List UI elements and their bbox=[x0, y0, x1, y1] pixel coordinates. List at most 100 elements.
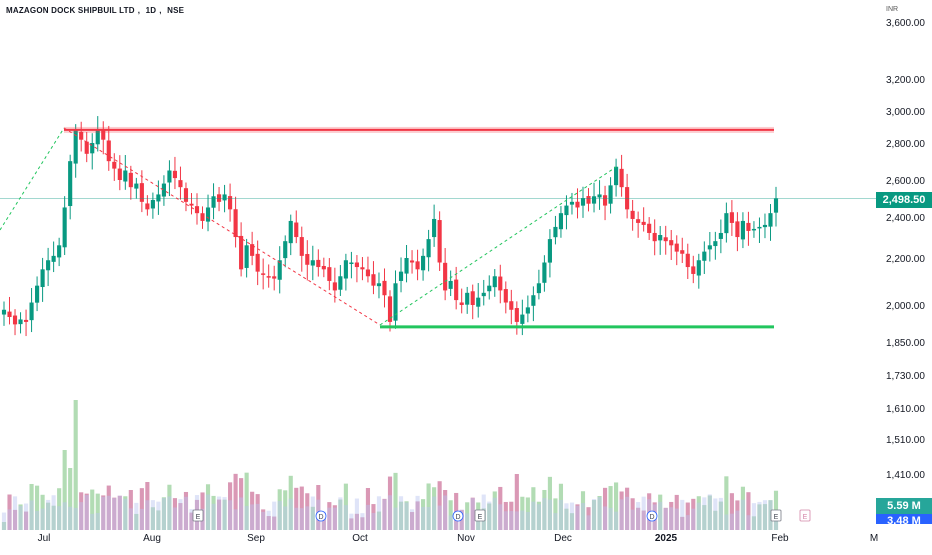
marker-label: D bbox=[649, 514, 654, 521]
candle-body bbox=[228, 196, 233, 210]
volume-bar bbox=[558, 483, 564, 530]
volume-ma-bar bbox=[150, 500, 155, 530]
volume-ma-bar bbox=[718, 497, 723, 530]
candle-body bbox=[338, 276, 343, 290]
y-tick-label: 3,000.00 bbox=[886, 107, 925, 118]
volume-bar bbox=[128, 489, 133, 530]
candle-body bbox=[332, 282, 337, 291]
volume-ma-bar bbox=[702, 497, 707, 530]
symbol-title[interactable]: MAZAGON DOCK SHIPBUIL LTD, 1D, NSE bbox=[6, 6, 185, 15]
marker-shape bbox=[474, 509, 486, 522]
candle-body bbox=[575, 201, 580, 208]
axis-layer: 3,600.00 3,200.00 3,000.00 2,800.00 2,600.00… bbox=[38, 18, 926, 544]
volume-ma-bar bbox=[167, 496, 172, 530]
volume-bar bbox=[371, 504, 376, 530]
candle-body bbox=[343, 260, 348, 279]
volume-ma-bar bbox=[487, 501, 492, 530]
volume-bar bbox=[316, 485, 321, 530]
y-tick-label: 1,510.00 bbox=[886, 435, 925, 446]
volume-bar bbox=[685, 502, 690, 530]
candle-body bbox=[636, 219, 641, 223]
volume-bar bbox=[608, 486, 613, 530]
volume-bar bbox=[51, 505, 56, 530]
volume-bar bbox=[46, 502, 51, 530]
volume-bar bbox=[597, 496, 602, 530]
candle-body bbox=[261, 273, 266, 275]
candle-body bbox=[40, 269, 45, 288]
volume-ma-bar bbox=[382, 499, 387, 530]
volume-bar bbox=[740, 486, 745, 530]
volume-bar bbox=[503, 501, 508, 530]
candle-body bbox=[735, 221, 740, 238]
volume-bar bbox=[294, 487, 299, 530]
candle-body bbox=[514, 308, 519, 322]
volume-bar bbox=[360, 517, 365, 530]
earnings-marker[interactable]: E bbox=[474, 509, 486, 522]
volume-ma-bar bbox=[415, 495, 420, 530]
volume-ma-bar bbox=[112, 498, 117, 530]
volume-ma-bar bbox=[757, 501, 762, 530]
volume-ma-bar bbox=[674, 508, 679, 530]
volume-bar bbox=[509, 501, 514, 530]
volume-bar bbox=[498, 486, 503, 530]
candle-layer bbox=[1, 116, 779, 337]
volume-bar bbox=[84, 493, 89, 530]
candle-body bbox=[123, 170, 128, 182]
volume-ma-bar bbox=[211, 503, 216, 530]
candle-body bbox=[465, 292, 470, 305]
candle-body bbox=[492, 276, 497, 288]
dividend-marker[interactable]: D bbox=[646, 510, 658, 522]
volume-bar bbox=[183, 491, 189, 530]
volume-bar bbox=[29, 483, 34, 530]
marker-shape bbox=[799, 509, 811, 522]
volume-bar bbox=[255, 494, 260, 530]
candle-body bbox=[608, 185, 613, 204]
y-tick-label: 1,850.00 bbox=[886, 338, 925, 349]
volume-bar bbox=[327, 502, 332, 530]
y-tick-label: 3,200.00 bbox=[886, 75, 925, 86]
volume-ma-bar bbox=[636, 502, 641, 530]
candle-body bbox=[23, 319, 29, 322]
drawing-layer[interactable] bbox=[0, 126, 876, 329]
volume-ma-bar bbox=[437, 505, 442, 530]
candle-body bbox=[46, 260, 51, 271]
volume-bar bbox=[702, 505, 707, 530]
marker-shape bbox=[452, 510, 464, 522]
candle-body bbox=[718, 232, 723, 239]
volume-bar bbox=[547, 476, 552, 530]
candle-body bbox=[691, 266, 696, 274]
candle-body bbox=[751, 228, 757, 231]
dividend-marker[interactable]: D bbox=[315, 510, 327, 522]
volume-ma-bar bbox=[547, 499, 552, 530]
earnings-marker[interactable]: E bbox=[192, 509, 204, 522]
volume-ma-bar bbox=[404, 502, 409, 530]
volume-ma-bar bbox=[591, 499, 597, 530]
candle-body bbox=[421, 255, 426, 271]
earnings-marker[interactable]: E bbox=[770, 509, 782, 522]
volume-ma-bar bbox=[768, 500, 773, 530]
volume-ma-bar bbox=[277, 501, 282, 530]
volume-ma-bar bbox=[602, 506, 608, 530]
volume-ma-bar bbox=[79, 502, 84, 530]
candle-body bbox=[194, 206, 200, 214]
volume-bar bbox=[514, 474, 519, 530]
volume-bar bbox=[487, 503, 492, 530]
candle-body bbox=[266, 276, 271, 278]
candle-body bbox=[443, 262, 448, 291]
candle-body bbox=[12, 315, 18, 325]
candle-body bbox=[487, 285, 492, 292]
y-tick-label: 3,600.00 bbox=[886, 18, 925, 29]
volume-ma-bar bbox=[558, 499, 564, 530]
volume-ma-bar bbox=[371, 512, 376, 530]
volume-bar bbox=[376, 511, 382, 530]
volume-ma-bar bbox=[365, 504, 371, 530]
volume-bar bbox=[354, 513, 359, 530]
dividend-marker[interactable]: D bbox=[452, 510, 464, 522]
candle-body bbox=[586, 196, 591, 204]
candle-body bbox=[371, 274, 376, 286]
candle-body bbox=[542, 262, 547, 283]
earnings-marker-future[interactable]: E bbox=[799, 509, 811, 522]
